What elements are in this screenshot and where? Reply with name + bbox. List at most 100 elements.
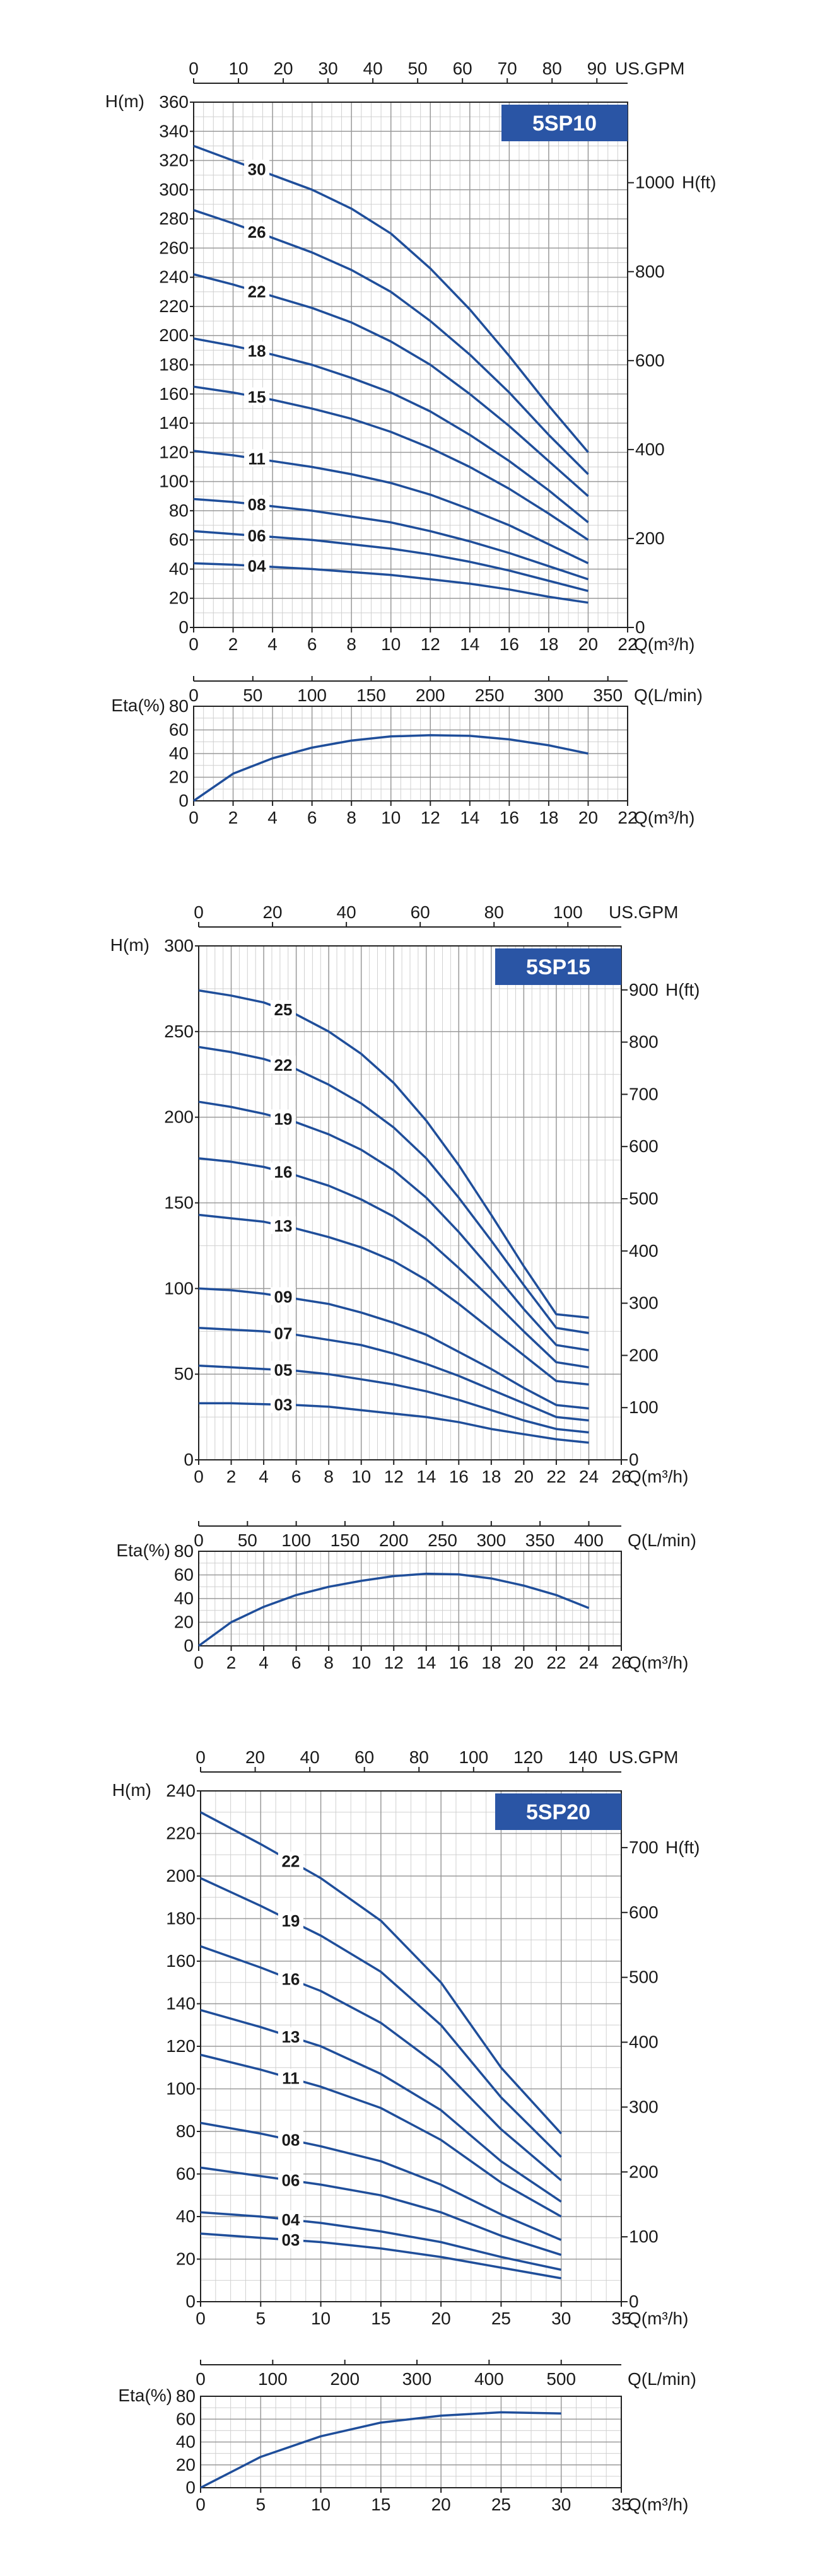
eta-tick-label: 20	[176, 2455, 196, 2474]
gpm-axis-label: US.GPM	[609, 902, 678, 922]
eta-q-tick-label: 20	[514, 1653, 534, 1672]
eta-frame	[200, 2396, 622, 2488]
ft-tick-label: 600	[629, 1136, 659, 1156]
head-curve-13	[200, 2008, 562, 2203]
q-tick-label: 15	[371, 2309, 390, 2328]
q-tick-label: 18	[481, 1467, 501, 1486]
q-tick-label: 30	[551, 2309, 571, 2328]
lmin-tick-label: 300	[476, 1530, 506, 1550]
curve-label-09: 09	[274, 1287, 293, 1306]
eta-axis-label: Eta(%)	[111, 696, 165, 715]
eta-frame	[193, 706, 628, 801]
gpm-axis-label: US.GPM	[615, 59, 684, 78]
h-tick-label: 200	[159, 325, 189, 345]
curve-label-bg	[271, 1109, 296, 1128]
head-curves: 30 26 22 18 15 11 08 06 04	[193, 144, 589, 604]
flow-axis-label: Q(m³/h)	[628, 2309, 688, 2328]
curve-label-22: 22	[281, 1851, 300, 1870]
curve-label-bg	[244, 449, 270, 467]
head-grid	[193, 102, 628, 628]
q-tick-label: 5	[255, 2309, 266, 2328]
q-tick-label: 35	[611, 2309, 631, 2328]
ft-tick-label: 0	[629, 2292, 639, 2311]
ft-tick-label: 300	[629, 1293, 659, 1313]
model-badge	[495, 948, 621, 985]
curve-label-bg	[244, 495, 270, 513]
head-curve-04	[200, 2211, 562, 2271]
eta-q-tick-label: 5	[255, 2495, 266, 2514]
gpm-tick-label: 100	[459, 1747, 488, 1767]
eta-flow-axis-label: Q(m³/h)	[628, 1653, 688, 1672]
curve-label-bg	[278, 1851, 303, 1870]
gpm-tick-label: 10	[228, 59, 248, 78]
eta-q-tick-label: 8	[346, 808, 356, 827]
ft-tick-label: 700	[629, 1838, 659, 1857]
curve-label-22: 22	[248, 282, 266, 301]
eta-q-tick-label: 4	[267, 808, 278, 827]
eta-q-tick-label: 20	[431, 2495, 451, 2514]
gpm-tick-label: 20	[245, 1747, 265, 1767]
gpm-tick-label: 80	[484, 902, 504, 922]
lmin-tick-label: 150	[356, 685, 386, 705]
curve-label-16: 16	[274, 1163, 293, 1182]
curve-label-03: 03	[281, 2230, 300, 2249]
curve-label-16: 16	[281, 1970, 300, 1989]
head-curves: 25 22 19 16 13 09 07 05 03	[198, 989, 589, 1444]
eta-q-tick-label: 12	[421, 808, 440, 827]
model-badge	[501, 105, 628, 141]
gpm-tick-label: 40	[337, 902, 356, 922]
eta-tick-label: 0	[184, 1636, 194, 1655]
lmin-tick-label: 200	[379, 1530, 409, 1550]
lmin-tick-label: 0	[194, 1530, 204, 1550]
curve-label-13: 13	[274, 1216, 293, 1235]
q-tick-label: 6	[307, 634, 317, 654]
q-tick-label: 24	[579, 1467, 599, 1486]
q-tick-label: 22	[546, 1467, 566, 1486]
h-tick-label: 160	[159, 384, 189, 404]
head-curve-19	[200, 1877, 562, 2158]
ft-tick-label: 800	[629, 1032, 659, 1052]
gpm-tick-label: 90	[587, 59, 607, 78]
eta-q-tick-label: 0	[196, 2495, 206, 2514]
h-tick-label: 140	[166, 1994, 196, 2014]
curve-label-13: 13	[281, 2027, 300, 2046]
gpm-tick-label: 70	[498, 59, 517, 78]
ft-tick-label: 400	[629, 1241, 659, 1261]
eta-q-tick-label: 22	[618, 808, 637, 827]
lmin-tick-label: 250	[428, 1530, 457, 1550]
head-curve-13	[198, 1213, 589, 1386]
h-tick-label: 200	[164, 1107, 194, 1127]
flow-axis-label: Q(m³/h)	[634, 634, 694, 654]
eta-tick-label: 60	[176, 2409, 196, 2428]
head-curve-06	[200, 2166, 562, 2256]
eta-q-tick-label: 15	[371, 2495, 390, 2514]
head-curve-25	[198, 989, 589, 1319]
eta-tick-label: 80	[176, 2386, 196, 2406]
curve-label-05: 05	[274, 1361, 293, 1380]
h-tick-label: 20	[169, 588, 189, 608]
q-tick-label: 4	[259, 1467, 269, 1486]
h-tick-label: 180	[166, 1909, 196, 1928]
curve-label-bg	[278, 2171, 303, 2189]
efficiency-curve	[193, 734, 589, 802]
h-tick-label: 80	[169, 501, 189, 520]
gpm-tick-label: 30	[319, 59, 338, 78]
curve-label-25: 25	[274, 1000, 293, 1019]
curve-label-bg	[271, 1324, 296, 1342]
eta-tick-label: 40	[169, 743, 189, 763]
curve-label-bg	[271, 1395, 296, 1413]
h-tick-label: 340	[159, 121, 189, 141]
gpm-tick-label: 20	[273, 59, 293, 78]
eta-tick-label: 60	[174, 1565, 194, 1585]
curve-label-03: 03	[274, 1396, 293, 1414]
h-tick-label: 20	[176, 2249, 196, 2269]
h-tick-label: 300	[164, 936, 194, 955]
h-tick-label: 180	[159, 355, 189, 375]
h-tick-label: 220	[166, 1824, 196, 1843]
head-curve-22	[200, 1811, 562, 2135]
gpm-tick-label: 20	[262, 902, 282, 922]
q-tick-label: 20	[431, 2309, 451, 2328]
